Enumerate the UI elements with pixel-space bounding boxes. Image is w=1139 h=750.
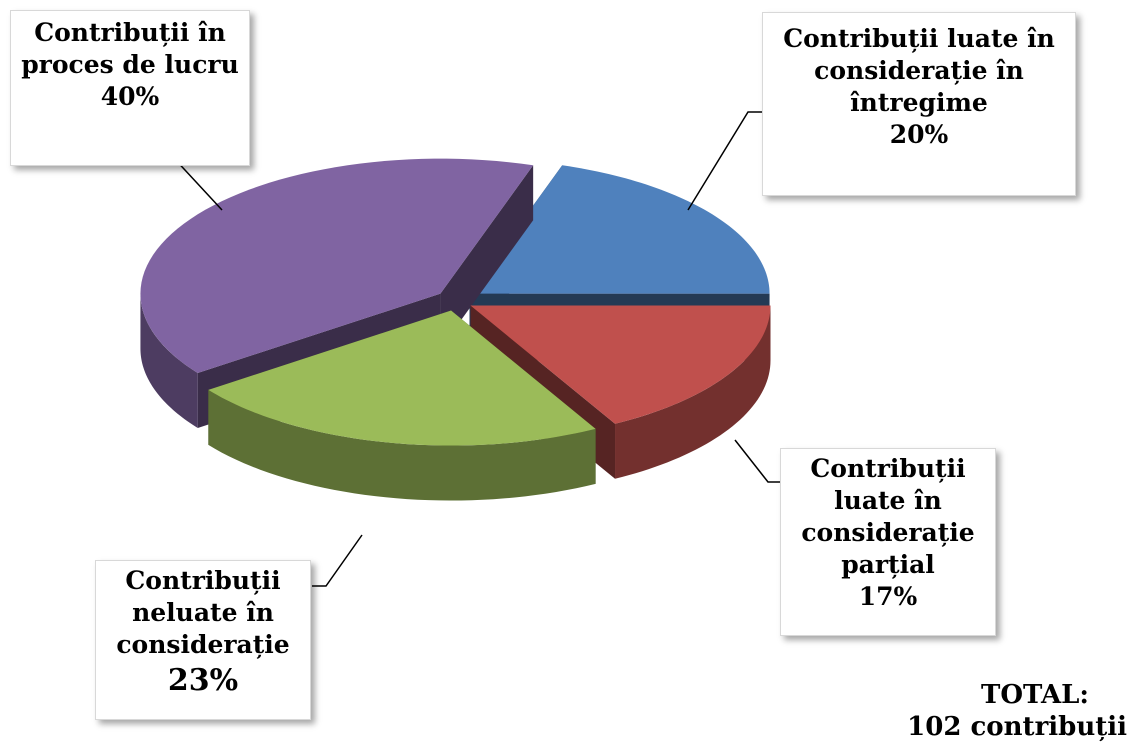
slice-value-label: 17% bbox=[858, 582, 918, 611]
slice-label: Contribuții neluate în considerație bbox=[116, 566, 290, 659]
label-box: Contribuții neluate în considerație 23% bbox=[95, 560, 311, 720]
slice bbox=[208, 310, 596, 446]
total-value: 102 contribuții bbox=[907, 712, 1127, 742]
slice-value-label: 20% bbox=[889, 120, 949, 149]
label-box: Contribuții luate în considerație parția… bbox=[780, 448, 996, 636]
slice-side bbox=[208, 389, 596, 501]
label-box: Contribuții în proces de lucru 40% bbox=[10, 10, 250, 166]
leader-line bbox=[687, 111, 762, 211]
slice-value-label: 40% bbox=[100, 82, 160, 111]
slice-label: Contribuții luate în considerație în înt… bbox=[783, 24, 1055, 117]
leader-line bbox=[312, 534, 363, 587]
slice-side bbox=[615, 305, 771, 479]
slice-side bbox=[140, 293, 198, 429]
label-box: Contribuții luate în considerație în înt… bbox=[762, 12, 1076, 196]
total-label: TOTAL: bbox=[981, 680, 1089, 710]
leader-line bbox=[734, 439, 782, 483]
slice-label: Contribuții în proces de lucru bbox=[21, 18, 239, 79]
slice bbox=[140, 158, 534, 374]
slice-cut-face bbox=[440, 165, 534, 349]
slice bbox=[470, 305, 771, 424]
slice bbox=[469, 165, 770, 294]
slice-value-label: 23% bbox=[167, 663, 239, 698]
slices bbox=[140, 158, 771, 501]
slice-label: Contribuții luate în considerație parția… bbox=[801, 454, 975, 579]
